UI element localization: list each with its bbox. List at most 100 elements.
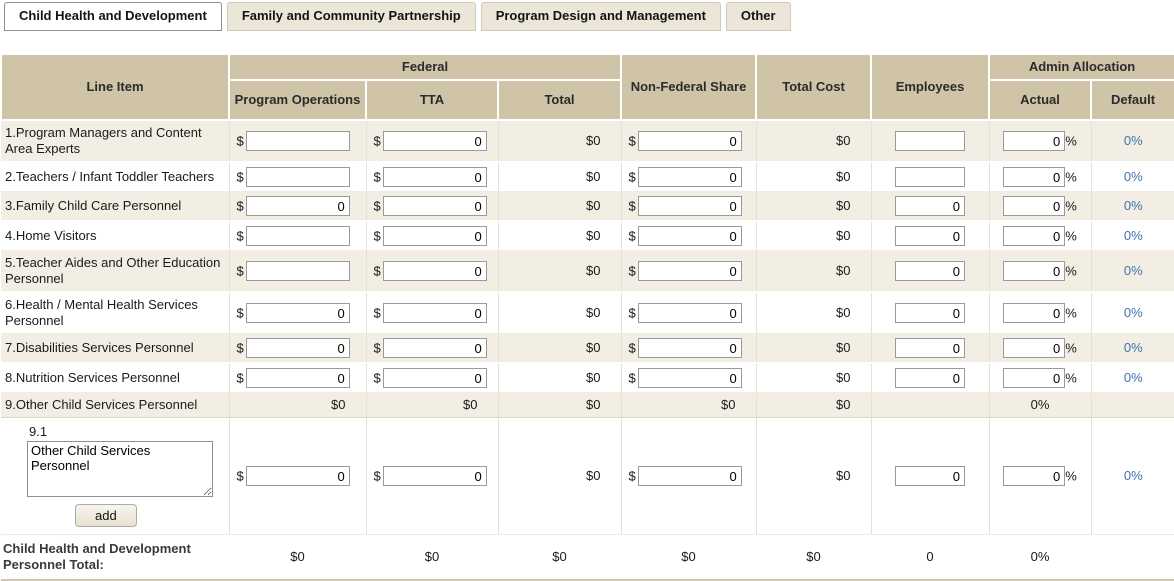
column-header-actual: Actual — [988, 79, 1093, 121]
total-federal-total: $0 — [498, 534, 622, 581]
percent-sign: % — [1065, 263, 1077, 279]
line-item-label: 4.Home Visitors — [1, 221, 230, 251]
admin-actual-input[interactable] — [1003, 261, 1066, 281]
program-operations-input[interactable] — [245, 303, 350, 323]
admin-default-value: 0% — [1091, 221, 1174, 251]
total-admin-actual: 0% — [989, 534, 1092, 581]
percent-sign: % — [1065, 468, 1077, 484]
admin-actual-input[interactable] — [1003, 226, 1066, 246]
admin-actual-input[interactable] — [1003, 368, 1066, 388]
non-federal-share-input[interactable] — [637, 466, 742, 486]
table-row-other-child-services-detail: 9.1 Other Child Services Personnel add $… — [1, 417, 1174, 535]
program-operations-input[interactable] — [245, 261, 350, 281]
tta-input[interactable] — [382, 226, 487, 246]
tta-input[interactable] — [382, 303, 487, 323]
total-cost-value: $0 — [756, 120, 872, 163]
tta-value: $0 — [366, 392, 499, 418]
personnel-total-row: Child Health and Development Personnel T… — [1, 534, 1174, 581]
employees-input[interactable] — [895, 226, 966, 246]
dollar-sign: $ — [628, 133, 636, 149]
admin-actual-input[interactable] — [1003, 303, 1066, 323]
non-federal-share-input[interactable] — [637, 368, 742, 388]
table-row-program-managers: 1.Program Managers and Content Area Expe… — [1, 120, 1174, 163]
total-cost-value: $0 — [756, 417, 872, 535]
admin-actual-input[interactable] — [1003, 167, 1066, 187]
employees-input[interactable] — [895, 303, 966, 323]
non-federal-share-input[interactable] — [637, 338, 742, 358]
non-federal-share-input[interactable] — [637, 226, 742, 246]
federal-total-value: $0 — [498, 221, 622, 251]
admin-actual-input[interactable] — [1003, 466, 1066, 486]
employees-input[interactable] — [895, 338, 966, 358]
program-operations-input[interactable] — [245, 466, 350, 486]
non-federal-share-input[interactable] — [637, 196, 742, 216]
non-federal-share-input[interactable] — [637, 261, 742, 281]
program-operations-input[interactable] — [245, 131, 350, 151]
total-cost-value: $0 — [756, 250, 872, 293]
tta-input[interactable] — [382, 167, 487, 187]
program-operations-input[interactable] — [245, 338, 350, 358]
personnel-total-label: Child Health and Development Personnel T… — [1, 534, 229, 581]
percent-sign: % — [1065, 228, 1077, 244]
tta-input[interactable] — [382, 261, 487, 281]
employees-input[interactable] — [895, 167, 966, 187]
admin-actual-value: 0% — [989, 392, 1092, 418]
dollar-sign: $ — [628, 228, 636, 244]
tab-family-and-community-partnership[interactable]: Family and Community Partnership — [226, 2, 476, 31]
tab-child-health-and-development[interactable]: Child Health and Development — [4, 2, 222, 31]
dollar-sign: $ — [236, 263, 244, 279]
dollar-sign: $ — [628, 305, 636, 321]
percent-sign: % — [1065, 305, 1077, 321]
non-federal-share-input[interactable] — [637, 131, 742, 151]
tta-input[interactable] — [382, 466, 487, 486]
non-federal-share-input[interactable] — [637, 303, 742, 323]
tab-other[interactable]: Other — [725, 2, 791, 31]
tta-input[interactable] — [382, 131, 487, 151]
column-header-line-item: Line Item — [0, 53, 230, 121]
program-operations-input[interactable] — [245, 196, 350, 216]
non-federal-share-input[interactable] — [637, 167, 742, 187]
admin-actual-input[interactable] — [1003, 196, 1066, 216]
employees-input[interactable] — [895, 196, 966, 216]
sub-item-number: 9.1 — [29, 424, 48, 439]
program-operations-value: $0 — [229, 392, 367, 418]
tta-input[interactable] — [382, 196, 487, 216]
dollar-sign: $ — [628, 468, 636, 484]
dollar-sign: $ — [373, 169, 381, 185]
admin-default-value: 0% — [1091, 250, 1174, 293]
tta-input[interactable] — [382, 368, 487, 388]
federal-total-value: $0 — [498, 191, 622, 222]
other-personnel-description-textarea[interactable]: Other Child Services Personnel — [27, 441, 213, 497]
dollar-sign: $ — [236, 169, 244, 185]
line-item-label: 3.Family Child Care Personnel — [1, 191, 230, 222]
total-cost-value: $0 — [756, 221, 872, 251]
employees-input[interactable] — [895, 131, 966, 151]
dollar-sign: $ — [236, 133, 244, 149]
line-item-label: 5.Teacher Aides and Other Education Pers… — [1, 250, 230, 293]
dollar-sign: $ — [628, 198, 636, 214]
percent-sign: % — [1065, 198, 1077, 214]
total-non-federal-share: $0 — [621, 534, 757, 581]
dollar-sign: $ — [236, 340, 244, 356]
employees-input[interactable] — [895, 368, 966, 388]
admin-actual-input[interactable] — [1003, 338, 1066, 358]
employees-input[interactable] — [895, 261, 966, 281]
program-operations-input[interactable] — [245, 167, 350, 187]
line-item-label: 9.Other Child Services Personnel — [1, 392, 230, 418]
tta-input[interactable] — [382, 338, 487, 358]
table-row-home-visitors: 4.Home Visitors $ $ $0 $ $0 % 0% — [1, 221, 1174, 251]
column-header-employees: Employees — [870, 53, 991, 121]
total-tta: $0 — [366, 534, 498, 581]
program-operations-input[interactable] — [245, 226, 350, 246]
admin-default-value: 0% — [1091, 363, 1174, 393]
employees-value — [871, 392, 990, 418]
employees-input[interactable] — [895, 466, 966, 486]
program-operations-input[interactable] — [245, 368, 350, 388]
column-header-non-federal-share: Non-Federal Share — [620, 53, 758, 121]
dollar-sign: $ — [373, 263, 381, 279]
add-line-item-button[interactable]: add — [75, 504, 137, 527]
total-cost-value: $0 — [756, 392, 872, 418]
tab-program-design-and-management[interactable]: Program Design and Management — [480, 2, 721, 31]
federal-total-value: $0 — [498, 120, 622, 163]
admin-actual-input[interactable] — [1003, 131, 1066, 151]
